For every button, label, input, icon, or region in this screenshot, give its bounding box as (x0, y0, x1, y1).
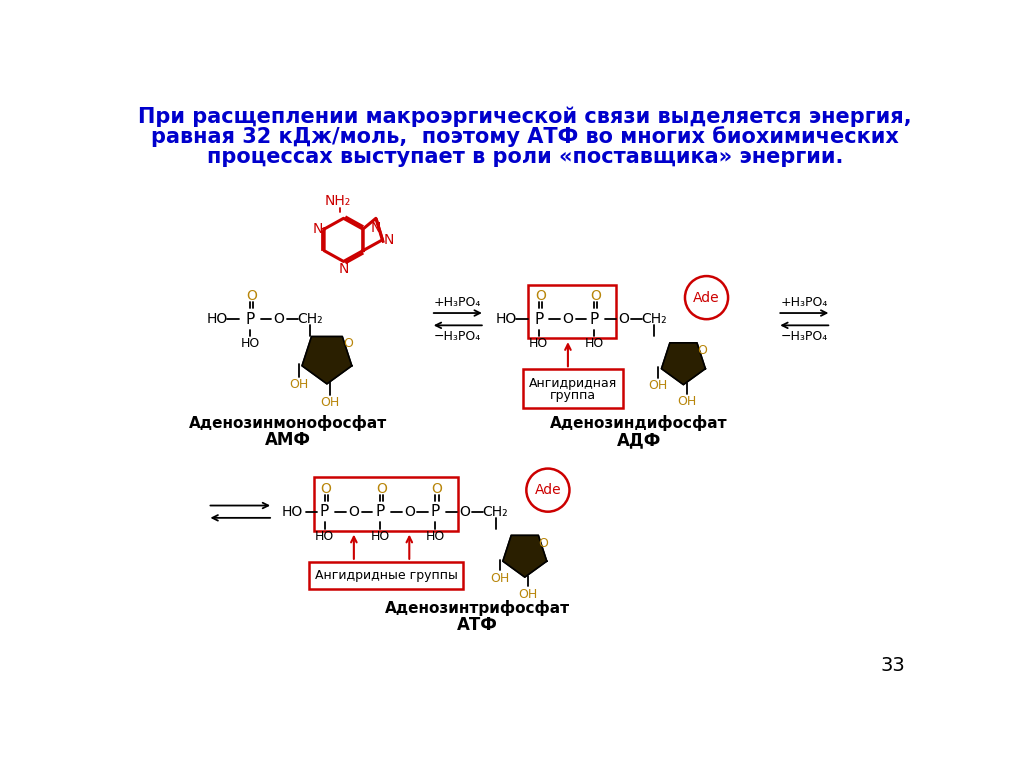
Text: HO: HO (315, 530, 334, 543)
Text: O: O (697, 344, 707, 357)
Text: CH₂: CH₂ (641, 312, 667, 326)
Text: N: N (383, 233, 393, 247)
Polygon shape (662, 343, 706, 384)
Text: HO: HO (426, 530, 445, 543)
Text: N: N (371, 221, 381, 235)
Text: O: O (431, 482, 442, 495)
Text: HO: HO (241, 337, 259, 351)
Text: OH: OH (290, 378, 308, 390)
Text: −H₃PO₄: −H₃PO₄ (780, 330, 828, 343)
Bar (309, 561, 463, 590)
Text: O: O (403, 505, 415, 518)
Text: группа: группа (550, 389, 596, 402)
Text: Ade: Ade (693, 291, 720, 304)
Polygon shape (302, 337, 352, 384)
Text: процессах выступает в роли «поставщика» энергии.: процессах выступает в роли «поставщика» … (207, 146, 843, 166)
Text: АТФ: АТФ (457, 616, 498, 634)
Polygon shape (503, 535, 547, 577)
Text: HO: HO (496, 312, 517, 326)
Text: HO: HO (371, 530, 390, 543)
Text: +H₃PO₄: +H₃PO₄ (780, 296, 828, 309)
Text: Аденозинмонофосфат: Аденозинмонофосфат (189, 415, 387, 431)
Bar (523, 369, 624, 408)
Text: Ade: Ade (535, 483, 561, 497)
Text: OH: OH (490, 571, 509, 584)
Text: HO: HO (585, 337, 604, 351)
Text: O: O (617, 312, 629, 326)
Text: O: O (348, 505, 359, 518)
Text: N: N (338, 262, 349, 276)
Text: OH: OH (677, 395, 696, 408)
Text: HO: HO (282, 505, 303, 518)
Text: N: N (312, 222, 324, 236)
Text: P: P (431, 504, 440, 519)
Text: Ангидридная: Ангидридная (529, 377, 617, 390)
Text: P: P (319, 504, 330, 519)
Bar (313, 477, 458, 531)
Text: NH₂: NH₂ (325, 194, 350, 209)
Text: Ангидридные группы: Ангидридные группы (314, 569, 458, 582)
Text: OH: OH (518, 588, 538, 601)
Text: АМФ: АМФ (265, 431, 311, 449)
Text: При расщеплении макроэргической связи выделяется энергия,: При расщеплении макроэргической связи вы… (138, 107, 911, 127)
Text: P: P (246, 311, 255, 327)
Text: O: O (376, 482, 387, 495)
Bar (528, 285, 616, 338)
Text: O: O (321, 482, 332, 495)
Text: Аденозиндифосфат: Аденозиндифосфат (550, 415, 728, 431)
Text: +H₃PO₄: +H₃PO₄ (434, 296, 481, 309)
Text: Аденозинтрифосфат: Аденозинтрифосфат (384, 600, 569, 616)
Text: OH: OH (321, 396, 340, 409)
Text: O: O (460, 505, 470, 518)
Text: OH: OH (649, 379, 668, 392)
Text: 33: 33 (881, 657, 905, 675)
Text: O: O (535, 289, 546, 303)
Text: −H₃PO₄: −H₃PO₄ (434, 330, 481, 343)
Text: O: O (562, 312, 573, 326)
Text: O: O (273, 312, 285, 326)
Text: CH₂: CH₂ (297, 312, 323, 326)
Text: P: P (590, 311, 599, 327)
Text: O: O (343, 337, 353, 351)
Text: CH₂: CH₂ (482, 505, 508, 518)
Text: O: O (539, 537, 548, 550)
Text: P: P (535, 311, 544, 327)
Text: равная 32 кДж/моль,  поэтому АТФ во многих биохимических: равная 32 кДж/моль, поэтому АТФ во многи… (151, 127, 899, 147)
Text: P: P (376, 504, 385, 519)
Text: O: O (246, 289, 257, 303)
Text: O: O (590, 289, 601, 303)
Text: HO: HO (207, 312, 228, 326)
Text: HO: HO (529, 337, 548, 351)
Text: АДФ: АДФ (616, 431, 660, 449)
